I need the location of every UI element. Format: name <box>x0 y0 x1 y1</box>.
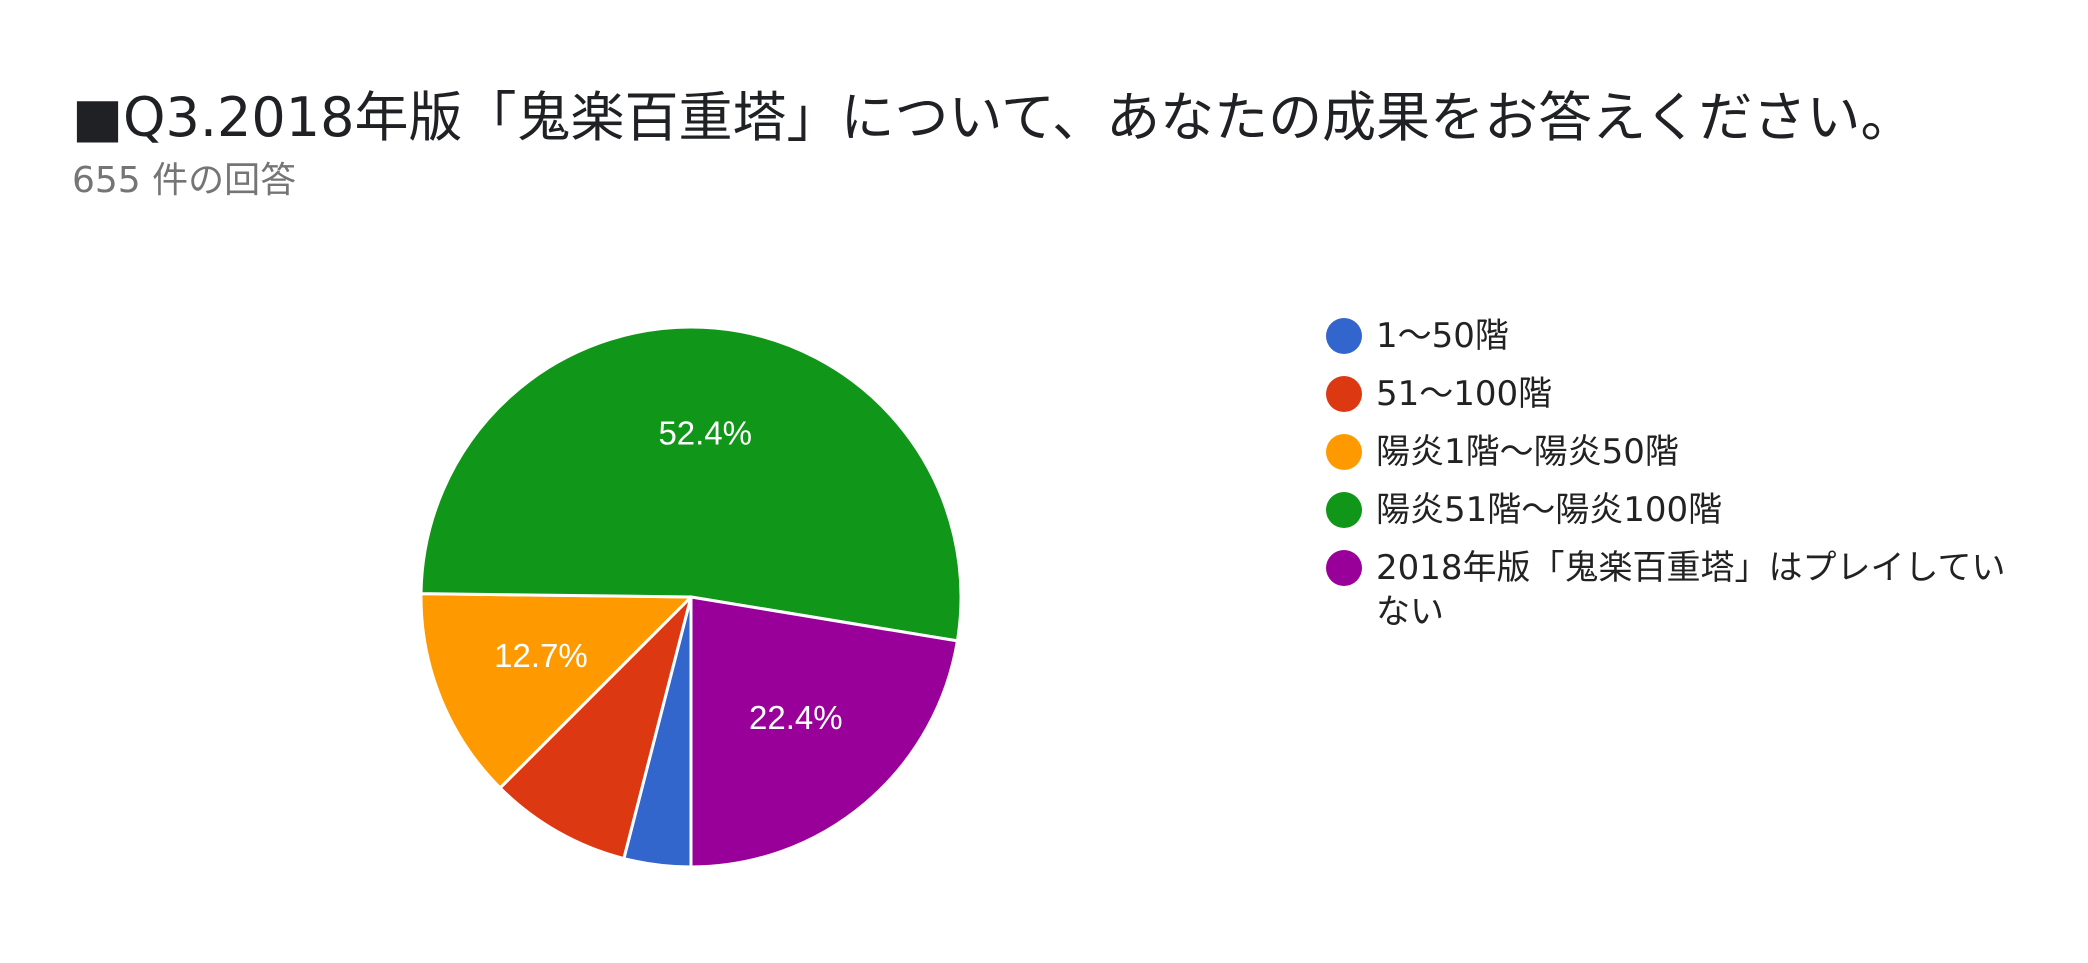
pie-slice-kagero-1-50[interactable] <box>419 592 695 791</box>
pie-slice-kagero-51-100[interactable] <box>419 325 963 643</box>
data-label-kagero-51-100: 52.4% <box>658 414 752 451</box>
legend-item-51-100[interactable]: 51〜100階 <box>1326 372 2026 416</box>
legend-label: 2018年版「鬼楽百重塔」はプレイしていない <box>1376 548 2006 632</box>
legend-swatch <box>1326 550 1362 586</box>
chart-legend: 1〜50階 51〜100階陽炎1階〜陽炎50階陽炎51階〜陽炎100階 2018年版… <box>1326 314 2026 648</box>
legend-item-kagero-1-50[interactable]: 陽炎1階〜陽炎50階 <box>1326 430 2026 474</box>
page-title: ■Q3.2018年版「鬼楽百重塔」について、あなたの成果をお答えください。 <box>72 86 1915 149</box>
legend-item-1-50[interactable]: 1〜50階 <box>1326 314 2026 358</box>
data-label-not-played: 22.4% <box>749 699 843 736</box>
pie-slice-51-100[interactable] <box>497 592 694 861</box>
legend-swatch <box>1326 376 1362 412</box>
legend-item-not-played[interactable]: 2018年版「鬼楽百重塔」はプレイしていない <box>1326 546 2026 634</box>
legend-item-kagero-51-100[interactable]: 陽炎51階〜陽炎100階 <box>1326 488 2026 532</box>
legend-label: 陽炎1階〜陽炎50階 <box>1376 432 1679 472</box>
pie-slice-not-played[interactable] <box>689 595 960 869</box>
legend-label: 51〜100階 <box>1376 374 1553 414</box>
legend-swatch <box>1326 492 1362 528</box>
data-label-kagero-1-50: 12.7% <box>494 637 588 674</box>
legend-swatch <box>1326 318 1362 354</box>
legend-label: 陽炎51階〜陽炎100階 <box>1376 490 1723 530</box>
response-count: 655 件の回答 <box>72 160 297 201</box>
legend-swatch <box>1326 434 1362 470</box>
legend-label: 1〜50階 <box>1376 316 1509 356</box>
